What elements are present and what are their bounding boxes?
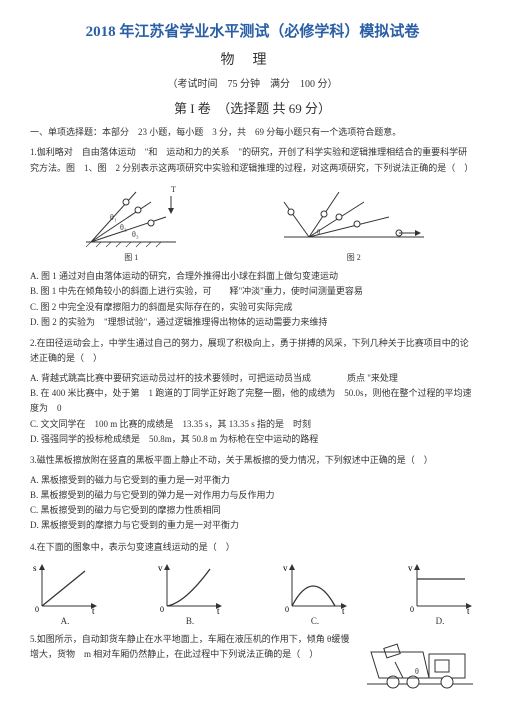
q2-stem: 2.在田径运动会上，中学生通过自己的努力，展现了积极向上，勇于拼搏的风采，下列几…: [30, 336, 475, 367]
q4-label-b: B.: [155, 616, 225, 626]
exam-page: 2018 年江苏省学业水平测试（必修学科）模拟试卷 物理 （考试时间 75 分钟…: [0, 0, 505, 712]
q3-opt-a: A. 黑板擦受到的磁力与它受到的重力是一对平衡力: [30, 473, 475, 488]
q3-options: A. 黑板擦受到的磁力与它受到的重力是一对平衡力 B. 黑板擦受到的磁力与它受到…: [30, 473, 475, 534]
exam-info: （考试时间 75 分钟 满分 100 分）: [30, 75, 475, 90]
q1-fig1: θ₁ θ₂ θ₃ T 图 1: [76, 182, 186, 263]
svg-text:0: 0: [35, 605, 39, 614]
q3-opt-d: D. 黑板擦受到的摩擦力与它受到的重力是一对平衡力: [30, 518, 475, 533]
q3-opt-b: B. 黑板擦受到的磁力与它受到的弹力是一对作用力与反作用力: [30, 488, 475, 503]
svg-text:t: t: [342, 606, 345, 616]
chart-b-svg: v t 0: [155, 561, 225, 616]
fig1-label: 图 1: [76, 252, 186, 263]
fig1-svg: θ₁ θ₂ θ₃ T: [76, 182, 186, 252]
q4-chart-a: s t 0 A.: [30, 561, 100, 626]
q4-chart-c: v t 0 C.: [280, 561, 350, 626]
instruction: 一、单项选择题：本部分 23 小题，每小题 3 分，共 69 分每小题只有一个选…: [30, 125, 475, 139]
svg-text:v: v: [283, 563, 288, 573]
q4-stem: 4.在下面的图象中，表示匀变速直线运动的是（ ）: [30, 540, 475, 555]
q5-row: 5.如图所示，自动卸货车静止在水平地面上，车厢在液压机的作用下，倾角 θ缓慢增大…: [30, 632, 475, 692]
q4-label-d: D.: [405, 616, 475, 626]
subject: 物理: [30, 49, 475, 69]
q1-options: A. 图 1 通过对自由落体运动的研究，合理外推得出小球在斜面上做匀变速运动 B…: [30, 269, 475, 330]
q4-label-a: A.: [30, 616, 100, 626]
q3-opt-c: C. 黑板擦受到的磁力与它受到的摩擦力性质相同: [30, 503, 475, 518]
exam-title: 2018 年江苏省学业水平测试（必修学科）模拟试卷: [30, 20, 475, 41]
truck-svg: θ: [365, 632, 475, 692]
q2-opt-a: A. 背越式跳高比赛中要研究运动员过杆的技术要领时，可把运动员当成 质点 "来处…: [30, 371, 475, 386]
svg-text:θ₂: θ₂: [120, 223, 127, 232]
svg-text:θ: θ: [415, 667, 419, 676]
q1-fig2: θ 图 2: [279, 182, 429, 263]
svg-text:v: v: [408, 563, 413, 573]
q1-opt-a: A. 图 1 通过对自由落体运动的研究，合理外推得出小球在斜面上做匀变速运动: [30, 269, 475, 284]
svg-text:θ₃: θ₃: [132, 230, 139, 239]
q2-opt-d: D. 强强同学的投标枪成绩是 50.8m，其 50.8 m 为标枪在空中运动的路…: [30, 432, 475, 447]
svg-text:v: v: [158, 563, 163, 573]
svg-text:t: t: [217, 606, 220, 616]
q3-stem: 3.磁性黑板擦放附在竖直的黑板平面上静止不动，关于黑板擦的受力情况，下列叙述中正…: [30, 453, 475, 468]
q1-opt-c: C. 图 2 中完全没有摩擦阻力的斜面是实际存在的，实验可实际完成: [30, 300, 475, 315]
q2-opt-c: C. 文文同学在 100 m 比赛的成绩是 13.35 s，其 13.35 s …: [30, 417, 475, 432]
q4-chart-b: v t 0 B.: [155, 561, 225, 626]
svg-text:t: t: [467, 606, 470, 616]
q1-figures: θ₁ θ₂ θ₃ T 图 1: [30, 182, 475, 263]
fig2-label: 图 2: [279, 252, 429, 263]
svg-text:0: 0: [285, 605, 289, 614]
svg-text:0: 0: [160, 605, 164, 614]
q1-opt-d: D. 图 2 的实验为 "理想试验"，通过逻辑推理得出物体的运动需要力来维持: [30, 315, 475, 330]
q1-stem: 1.伽利略对 自由落体运动 "和 运动和力的关系 "的研究，开创了科学实验和逻辑…: [30, 145, 475, 176]
q2-opt-b: B. 在 400 米比赛中，处于第 1 跑道的丁同学正好跑了完整一圈，他的成绩为…: [30, 386, 475, 417]
q4-charts: s t 0 A. v t 0 B.: [30, 561, 475, 626]
chart-a-svg: s t 0: [30, 561, 100, 616]
q2-options: A. 背越式跳高比赛中要研究运动员过杆的技术要领时，可把运动员当成 质点 "来处…: [30, 371, 475, 447]
chart-c-svg: v t 0: [280, 561, 350, 616]
q1-opt-b: B. 图 1 中先在倾角较小的斜面上进行实验，可 释"冲淡"重力，使时间测量更容…: [30, 284, 475, 299]
q4-chart-d: v t 0 D.: [405, 561, 475, 626]
q4-label-c: C.: [280, 616, 350, 626]
fig2-svg: θ: [279, 182, 429, 252]
svg-text:θ₁: θ₁: [110, 213, 117, 222]
svg-text:s: s: [33, 563, 37, 573]
svg-text:0: 0: [410, 605, 414, 614]
svg-text:T: T: [171, 185, 176, 194]
svg-text:t: t: [92, 606, 95, 616]
q5-stem: 5.如图所示，自动卸货车静止在水平地面上，车厢在液压机的作用下，倾角 θ缓慢增大…: [30, 632, 357, 663]
section-label: 第 I 卷 （选择题 共 69 分）: [30, 98, 475, 117]
chart-d-svg: v t 0: [405, 561, 475, 616]
